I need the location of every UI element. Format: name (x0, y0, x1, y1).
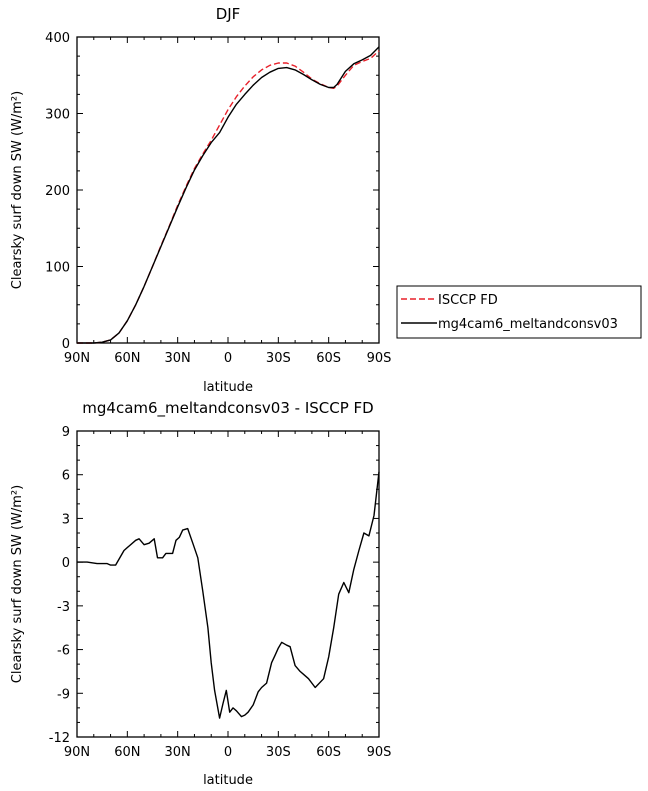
chart-1-x-tick-label: 90N (64, 745, 90, 760)
chart-0-title: DJF (216, 5, 241, 23)
chart-1-y-tick-label: -6 (57, 644, 70, 659)
chart-1-x-tick-label: 30N (165, 745, 191, 760)
chart-1-y-axis-label: Clearsky surf down SW (W/m²) (10, 485, 25, 683)
chart-0-y-axis-label: Clearsky surf down SW (W/m²) (10, 91, 25, 289)
chart-0-y-tick-label: 200 (45, 184, 70, 199)
chart-1-y-tick-label: 3 (62, 512, 70, 527)
chart-1-x-tick-label: 90S (367, 745, 392, 760)
chart-1-x-tick-label: 0 (224, 745, 232, 760)
top-chart: 90N 60N 30N 0 30S 60S 90S 0 100 200 300 400 DJF latit… (10, 5, 642, 395)
chart-0-line-mg4cam6-meltandconsv03 (77, 46, 380, 344)
chart-1-y-tick-label: -3 (57, 600, 70, 615)
chart-1-y-tick-label: 9 (62, 425, 70, 440)
chart-1-y-tick-label: -9 (57, 687, 70, 702)
chart-1-title: mg4cam6_meltandconsv03 - ISCCP FD (82, 399, 373, 418)
bottom-chart: 90N 60N 30N 0 30S 60S 90S -12 -9 -6 -3 0 3 6 9 mg4cam6_… (10, 399, 391, 788)
chart-0-x-tick-label: 0 (224, 351, 232, 366)
chart-0-y-tick-label: 100 (45, 261, 70, 276)
chart-0-y-tick-label: 300 (45, 108, 70, 123)
legend-label: mg4cam6_meltandconsv03 (438, 317, 618, 332)
chart-1-y-tick-label: -12 (49, 731, 70, 746)
chart-0-x-tick-label: 90S (367, 351, 392, 366)
legend-label: ISCCP FD (438, 293, 498, 308)
chart-0-x-axis-label: latitude (203, 380, 253, 395)
chart-1-x-tick-label: 60S (316, 745, 341, 760)
chart-0-x-tick-label: 30N (165, 351, 191, 366)
chart-0-x-tick-label: 60S (316, 351, 341, 366)
chart-0-y-tick-label: 400 (45, 31, 70, 46)
chart-0-y-tick-label: 0 (62, 337, 70, 352)
chart-1-plot-frame (76, 430, 380, 738)
chart-1-y-tick-label: 6 (62, 469, 70, 484)
legend: ISCCP FD mg4cam6_meltandconsv03 (396, 285, 642, 339)
chart-1-x-axis-label: latitude (203, 773, 253, 788)
chart-1-x-tick-label: 30S (266, 745, 291, 760)
chart-0-x-tick-label: 30S (266, 351, 291, 366)
chart-0-x-tick-label: 90N (64, 351, 90, 366)
chart-1-y-tick-label: 0 (62, 556, 70, 571)
chart-0-plot-frame (76, 36, 380, 344)
legend-box (396, 285, 642, 339)
chart-1-x-tick-label: 60N (114, 745, 140, 760)
chart-1-line-series-0 (77, 471, 380, 719)
chart-0-line-isccp-fd (77, 50, 380, 344)
chart-0-x-tick-label: 60N (114, 351, 140, 366)
